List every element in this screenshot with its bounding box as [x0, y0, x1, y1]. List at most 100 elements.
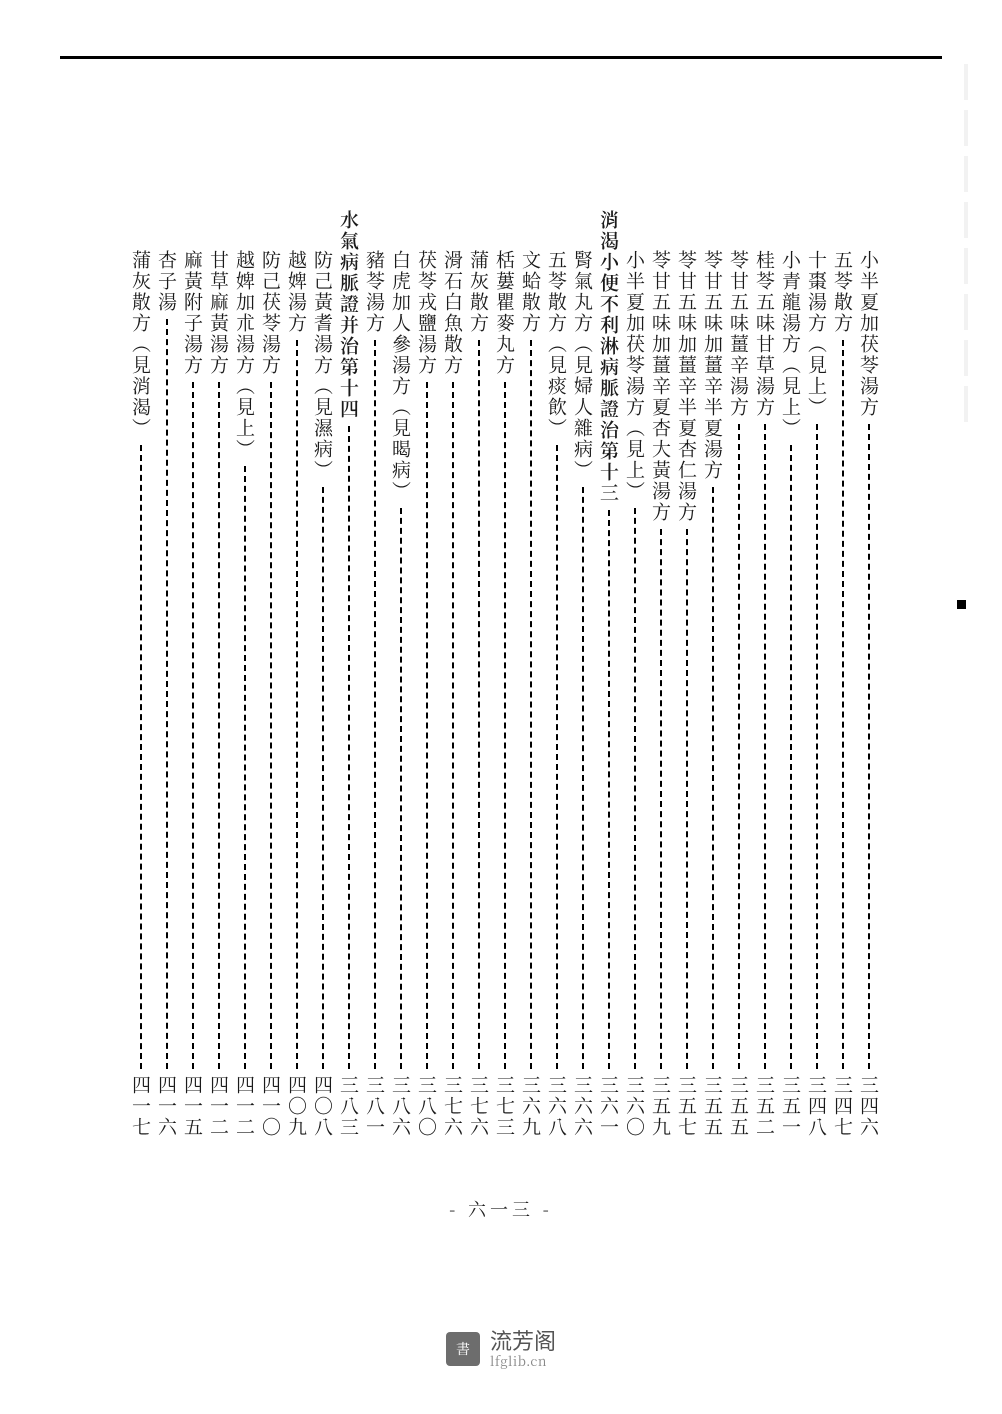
watermark: 書 流芳阁 lfglib.cn [0, 1330, 1002, 1368]
toc-entry-title: 蒲灰散方 [466, 250, 492, 334]
leader-line [816, 424, 818, 1069]
toc-entry: 白虎加人參湯方（見暍病）三八六 [388, 210, 414, 1138]
toc-entry: 文蛤散方三六九 [518, 210, 544, 1138]
leader-line [192, 382, 194, 1069]
toc-entry-title: 十棗湯方（見上） [804, 250, 830, 418]
leader-line [140, 445, 142, 1069]
toc-entry-title: 苓甘五味加薑辛半夏杏仁湯方 [674, 250, 700, 523]
toc-entry-page: 三六六 [570, 1075, 596, 1138]
toc-entry-page: 三六一 [596, 1075, 622, 1138]
toc-entry-page: 三六八 [544, 1075, 570, 1138]
leader-line [660, 529, 662, 1069]
toc-entry-page: 三五九 [648, 1075, 674, 1138]
leader-line [504, 382, 506, 1069]
toc-entry-page: 四一〇 [258, 1075, 284, 1138]
toc-entry-title: 防己黃耆湯方（見濕病） [310, 250, 336, 481]
leader-line [400, 508, 402, 1069]
toc-entry-title: 水氣病脈證并治第十四 [336, 210, 362, 420]
scan-artifact-right [964, 64, 968, 424]
leader-line [738, 424, 740, 1069]
toc-entry: 麻黃附子湯方四一五 [180, 210, 206, 1138]
toc-entry-page: 三五二 [752, 1075, 778, 1138]
toc-entry-page: 四一二 [232, 1075, 258, 1138]
toc-entry-page: 四一五 [180, 1075, 206, 1138]
leader-line [764, 424, 766, 1069]
toc-entry-page: 三四六 [856, 1075, 882, 1138]
toc-entry: 蒲灰散方三七六 [466, 210, 492, 1138]
toc-entry-page: 四〇八 [310, 1075, 336, 1138]
toc-section-heading: 消渴小便不利淋病脈證治第十三三六一 [596, 210, 622, 1138]
leader-line [348, 426, 350, 1069]
leader-line [608, 510, 610, 1069]
scan-artifact-dot [957, 600, 966, 609]
toc-entry-title: 越婢湯方 [284, 250, 310, 334]
toc-entry-page: 四一二 [206, 1075, 232, 1138]
toc-entry: 苓甘五味加薑辛半夏杏仁湯方三五七 [674, 210, 700, 1138]
toc-entry: 苓甘五味薑辛湯方三五五 [726, 210, 752, 1138]
toc-entry-title: 五苓散方（見痰飲） [544, 250, 570, 439]
toc-columns: 小半夏加茯苓湯方三四六五苓散方三四七十棗湯方（見上）三四八小青龍湯方（見上）三五… [102, 210, 882, 1138]
toc-entry: 苓甘五味加薑辛半夏湯方三五五 [700, 210, 726, 1138]
top-rule [60, 56, 942, 59]
toc-entry-page: 三七六 [440, 1075, 466, 1138]
leader-line [842, 340, 844, 1069]
toc-entry-page: 四一七 [128, 1075, 154, 1138]
toc-entry-title: 苓甘五味薑辛湯方 [726, 250, 752, 418]
toc-entry: 腎氣丸方（見婦人雜病） 三六六 [570, 210, 596, 1138]
toc-entry-page: 三八〇 [414, 1075, 440, 1138]
toc-entry-page: 三七六 [466, 1075, 492, 1138]
toc-entry-title: 麻黃附子湯方 [180, 250, 206, 376]
leader-line [296, 340, 298, 1069]
toc-entry-title: 蒲灰散方（見消渴） [128, 250, 154, 439]
leader-line [582, 487, 584, 1069]
toc-entry-title: 消渴小便不利淋病脈證治第十三 [596, 210, 622, 504]
toc-entry: 茯苓戎鹽湯方三八〇 [414, 210, 440, 1138]
toc-entry-page: 三八三 [336, 1075, 362, 1138]
toc-section-heading: 水氣病脈證并治第十四三八三 [336, 210, 362, 1138]
toc-entry: 小半夏加茯苓湯方（見上） 三六〇 [622, 210, 648, 1138]
watermark-en: lfglib.cn [490, 1354, 556, 1368]
toc-entry: 栝蔞瞿麥丸方三七三 [492, 210, 518, 1138]
page-number: - 六一三 - [0, 1196, 1002, 1222]
toc-entry-title: 滑石白魚散方 [440, 250, 466, 376]
toc-entry-title: 防己茯苓湯方 [258, 250, 284, 376]
toc-entry: 桂苓五味甘草湯方三五二 [752, 210, 778, 1138]
toc-entry-title: 小青龍湯方（見上） [778, 250, 804, 439]
toc-entry-title: 茯苓戎鹽湯方 [414, 250, 440, 376]
toc-entry: 越婢加朮湯方（見上） 四一二 [232, 210, 258, 1138]
toc-entry-title: 杏子湯 [154, 250, 180, 313]
toc-entry-title: 腎氣丸方（見婦人雜病） [570, 250, 596, 481]
leader-line [712, 487, 714, 1069]
toc-entry-page: 三五七 [674, 1075, 700, 1138]
leader-line [166, 319, 168, 1069]
toc-entry-page: 三六九 [518, 1075, 544, 1138]
watermark-text: 流芳阁 lfglib.cn [490, 1330, 556, 1368]
leader-line [634, 508, 636, 1069]
book-icon: 書 [446, 1332, 480, 1366]
leader-line [478, 340, 480, 1069]
toc-entry-page: 三四七 [830, 1075, 856, 1138]
toc-entry: 十棗湯方（見上）三四八 [804, 210, 830, 1138]
leader-line [790, 445, 792, 1069]
toc-entry-page: 三五一 [778, 1075, 804, 1138]
toc-entry-page: 三五五 [726, 1075, 752, 1138]
leader-line [686, 529, 688, 1069]
toc-entry-title: 越婢加朮湯方（見上） [232, 250, 258, 460]
leader-line [218, 382, 220, 1069]
toc-entry-title: 小半夏加茯苓湯方（見上） [622, 250, 648, 502]
toc-entry-title: 小半夏加茯苓湯方 [856, 250, 882, 418]
toc-entry: 苓甘五味加薑辛夏杏大黃湯方三五九 [648, 210, 674, 1138]
toc-entry: 小半夏加茯苓湯方三四六 [856, 210, 882, 1138]
toc-entry-page: 三六〇 [622, 1075, 648, 1138]
leader-line [556, 445, 558, 1069]
toc-entry-page: 四〇九 [284, 1075, 310, 1138]
toc-entry-title: 苓甘五味加薑辛半夏湯方 [700, 250, 726, 481]
toc-entry-title: 苓甘五味加薑辛夏杏大黃湯方 [648, 250, 674, 523]
leader-line [530, 340, 532, 1069]
toc-entry: 滑石白魚散方三七六 [440, 210, 466, 1138]
leader-line [244, 466, 246, 1069]
leader-line [322, 487, 324, 1069]
toc-entry: 越婢湯方四〇九 [284, 210, 310, 1138]
toc-entry: 五苓散方（見痰飲） 三六八 [544, 210, 570, 1138]
toc-entry-title: 桂苓五味甘草湯方 [752, 250, 778, 418]
